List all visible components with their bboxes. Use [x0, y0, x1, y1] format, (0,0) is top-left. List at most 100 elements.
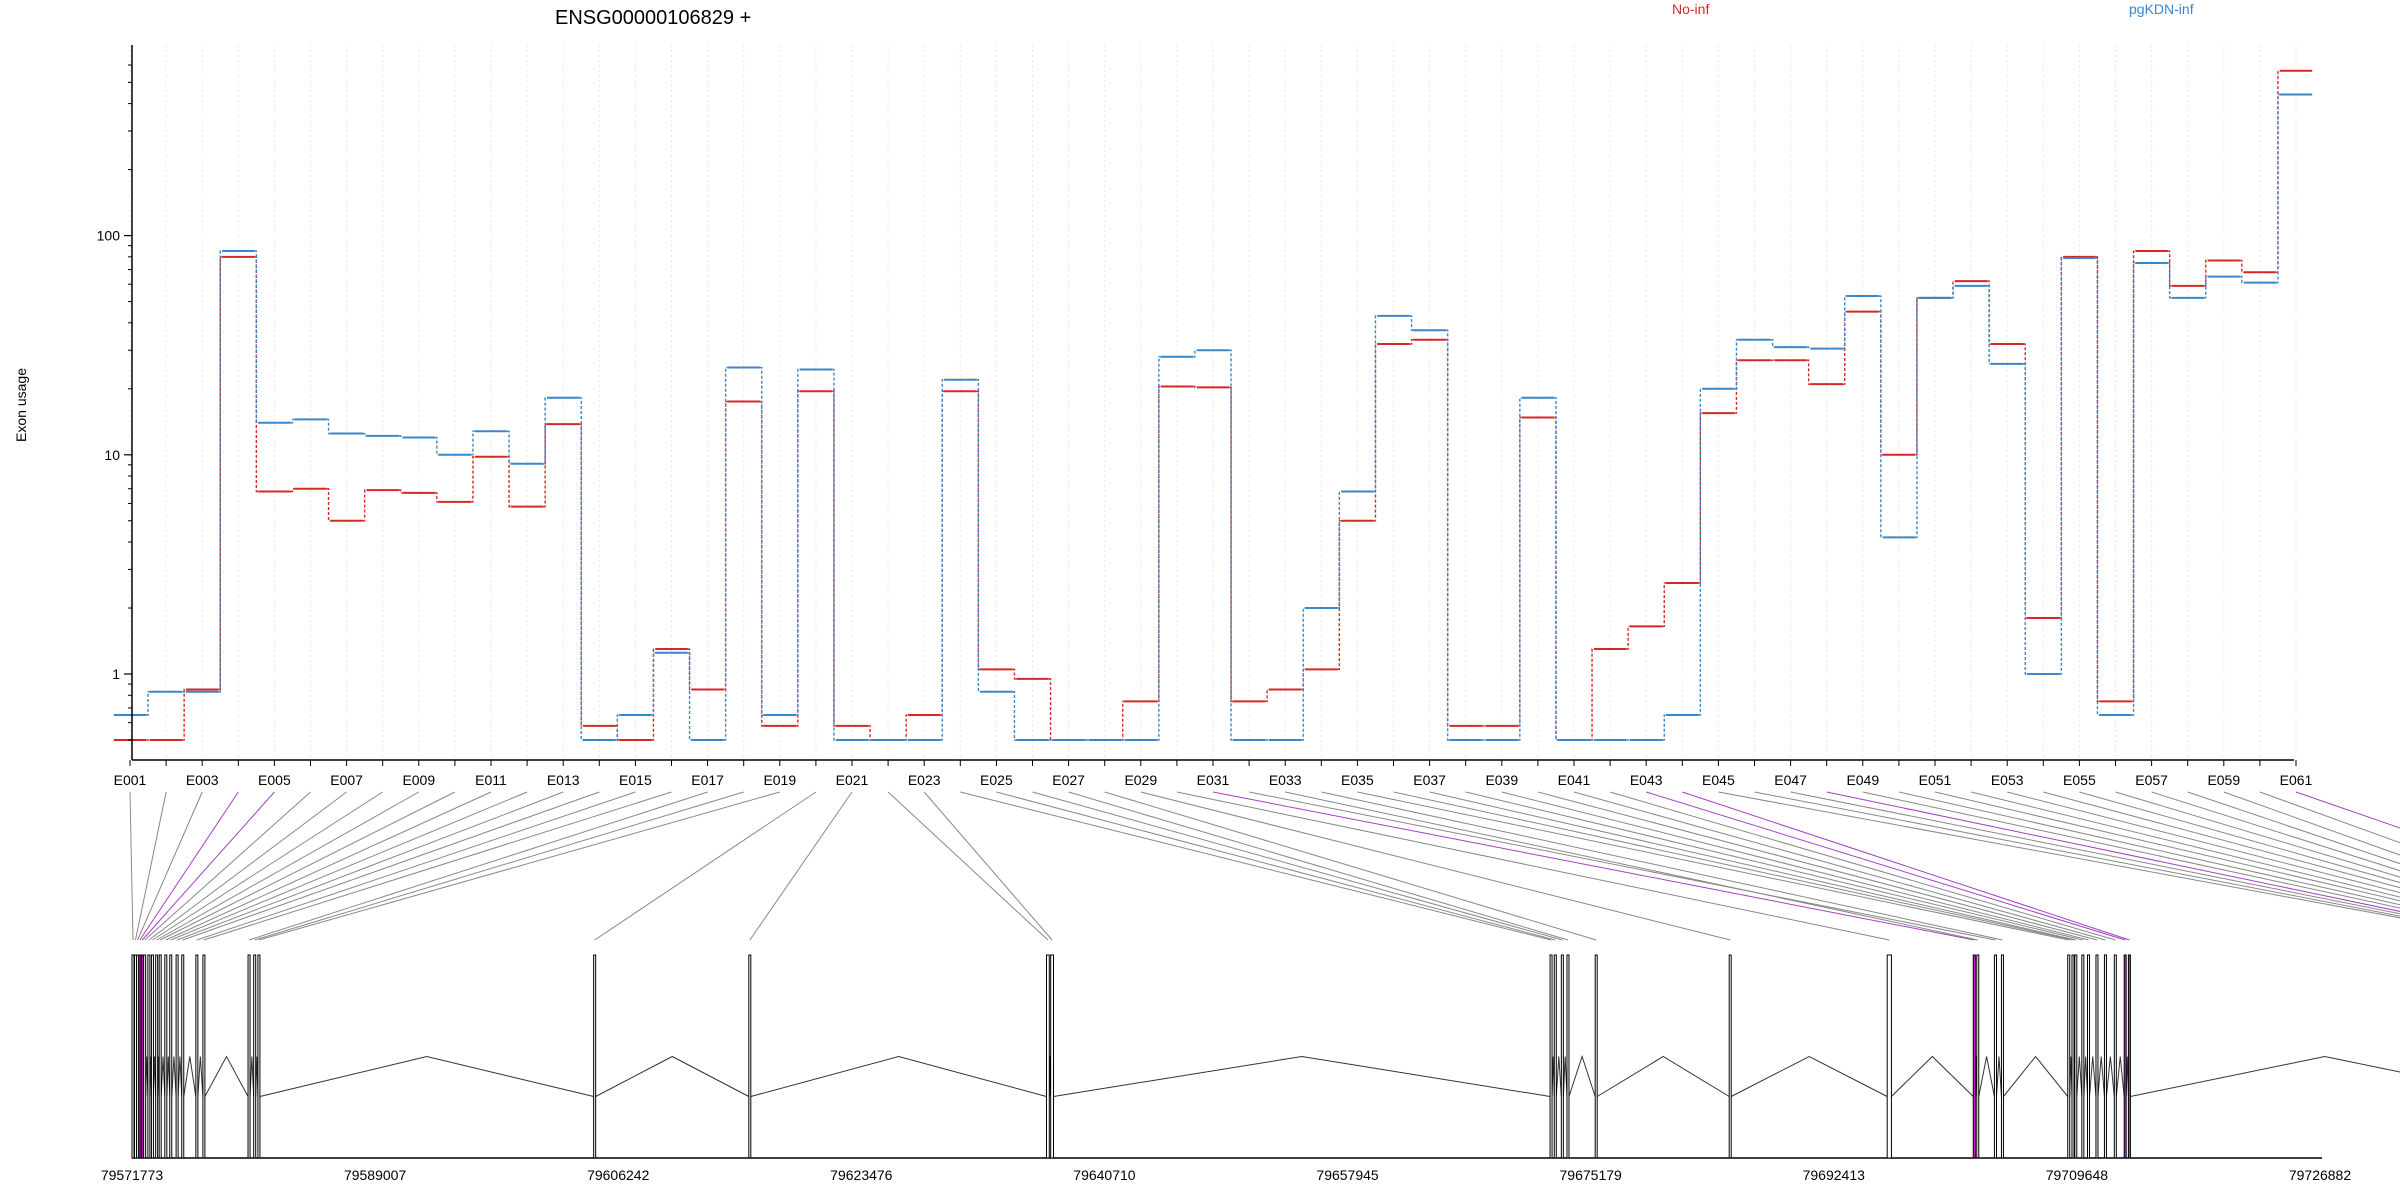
- series-connector: [1229, 349, 1233, 741]
- series-connector: [435, 492, 439, 503]
- series-connector: [1048, 678, 1053, 741]
- x-tick-label: E049: [1846, 772, 1879, 788]
- plot-axes: 1 10 100 E001 E003 E005 E007 E009 E011 E013 E015 E0…: [97, 45, 2313, 788]
- series-connector: [2095, 256, 2100, 703]
- series-connector: [1409, 338, 1414, 345]
- exon-connector: [148, 791, 347, 941]
- series-connector: [976, 379, 981, 693]
- intron-line: [2076, 1056, 2083, 1097]
- series-connector: [1554, 397, 1558, 741]
- series-connector: [1445, 329, 1450, 741]
- series-connector: [290, 488, 295, 493]
- series-connector: [218, 250, 223, 693]
- series-connector: [1445, 338, 1450, 727]
- x-tick-label: E005: [258, 772, 291, 788]
- exon-block: [1549, 954, 1553, 1159]
- x-tick-label: E003: [186, 772, 219, 788]
- series-connector: [254, 256, 259, 493]
- exon-connector: [749, 791, 853, 941]
- series-connector: [1590, 648, 1594, 741]
- intron-line: [259, 1055, 594, 1097]
- series-connector: [254, 250, 259, 424]
- exon-connector: [1970, 791, 2400, 898]
- series-connector: [1518, 397, 1522, 741]
- exon-block: [175, 954, 179, 1159]
- y-tick-label: 10: [104, 447, 120, 463]
- exon-connector: [1862, 791, 2400, 909]
- exon-connector: [182, 791, 600, 941]
- series-connector: [940, 390, 945, 716]
- series-connector: [362, 432, 367, 437]
- exon-connector: [1393, 791, 2074, 941]
- exon-block: [253, 954, 257, 1159]
- vertical-gridlines: [129, 45, 2297, 760]
- series-connector: [579, 397, 584, 741]
- intron-line: [183, 1056, 197, 1097]
- genomic-coordinate-label: 79657945: [1316, 1167, 1379, 1183]
- series-connector: [940, 379, 945, 741]
- intron-line: [2130, 1055, 2400, 1097]
- exon-connector: [196, 791, 636, 941]
- exon-block: [1566, 954, 1570, 1159]
- exon-connector: [137, 791, 203, 941]
- intron-line: [750, 1055, 1047, 1097]
- series-connector: [398, 489, 403, 494]
- series-connector: [904, 714, 908, 741]
- exon-block: [1993, 954, 1998, 1159]
- series-connector: [579, 423, 584, 727]
- intron-line: [1568, 1054, 1596, 1097]
- series-connector: [1879, 295, 1883, 539]
- series-connector: [2203, 259, 2208, 287]
- exon-block: [1594, 954, 1598, 1159]
- series-connector: [362, 489, 367, 522]
- exon-block: [138, 954, 142, 1159]
- series-connector: [326, 418, 331, 435]
- x-tick-label: E037: [1413, 772, 1446, 788]
- exon-block: [2067, 954, 2071, 1159]
- x-tick-label: E047: [1774, 772, 1807, 788]
- gene-model-track: 79571773 79589007 79606242 79623476 79640710…: [101, 954, 2400, 1183]
- x-tick-label: E031: [1197, 772, 1230, 788]
- exon-block: [1050, 954, 1055, 1159]
- exon-connector: [1682, 791, 2130, 941]
- exon-connector: [594, 791, 817, 941]
- exon-block: [140, 954, 144, 1159]
- exon-block: [1553, 954, 1557, 1159]
- exon-block: [143, 954, 147, 1159]
- plot-series: [113, 69, 2313, 741]
- intron-line: [1562, 1056, 1568, 1097]
- series-connector: [1734, 359, 1739, 414]
- exon-connector: [1718, 791, 2400, 919]
- series-connector: [687, 648, 692, 691]
- series-connector: [1012, 668, 1017, 680]
- exon-block: [247, 954, 251, 1159]
- series-connector: [1987, 280, 1991, 345]
- exon-block: [2103, 954, 2107, 1159]
- exon-connector: [2187, 791, 2400, 865]
- intron-line: [2003, 1055, 2069, 1097]
- series-connector: [1698, 388, 1703, 716]
- series-connector: [146, 691, 150, 716]
- intron-line: [1596, 1055, 1730, 1097]
- x-tick-label: E041: [1558, 772, 1591, 788]
- gene-title: ENSG00000106829 +: [555, 7, 751, 29]
- exon-block: [1728, 954, 1732, 1159]
- series-connector: [1879, 310, 1883, 456]
- series-connector: [832, 368, 836, 741]
- series-connector: [507, 456, 511, 508]
- exon-block: [150, 954, 154, 1159]
- series-connector: [2203, 275, 2208, 299]
- series-connector: [1554, 416, 1558, 741]
- genomic-coordinate-label: 79589007: [344, 1167, 407, 1183]
- exon-block: [748, 954, 752, 1159]
- genomic-coordinate-label: 79709648: [2046, 1167, 2109, 1183]
- series-connector: [1806, 346, 1811, 350]
- exon-connector: [1537, 791, 2098, 941]
- exon-block: [1886, 954, 1892, 1159]
- series-connector: [1301, 607, 1306, 741]
- x-tick-label: E007: [330, 772, 363, 788]
- intron-line: [1555, 1056, 1562, 1097]
- genomic-coordinate-label: 79675179: [1560, 1167, 1623, 1183]
- exon-connector-lines: [129, 791, 2400, 941]
- exon-block: [257, 954, 261, 1159]
